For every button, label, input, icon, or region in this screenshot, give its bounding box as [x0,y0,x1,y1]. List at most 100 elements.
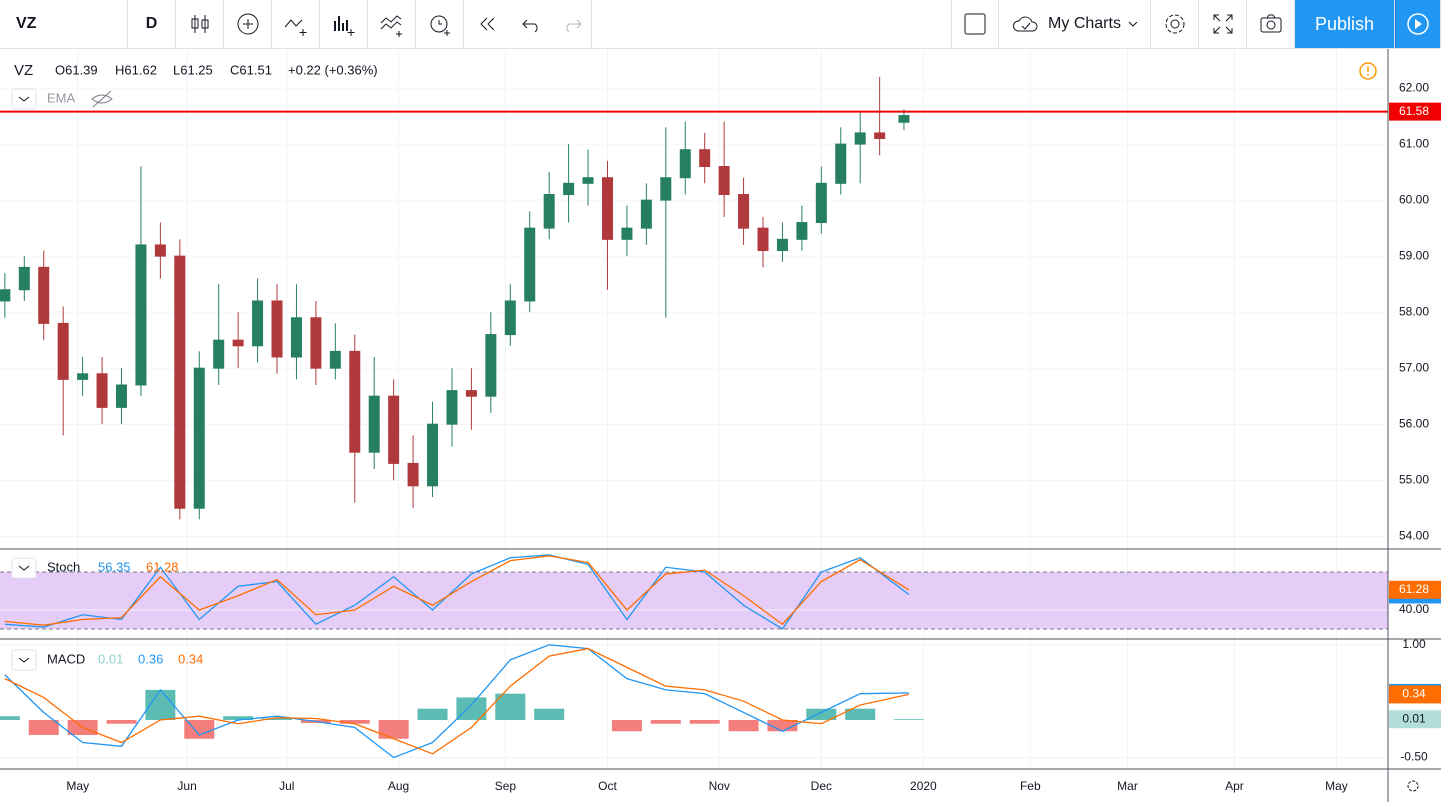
legend-low: L61.25 [173,62,213,77]
candle-body [465,390,477,397]
indicators-button[interactable] [272,0,320,48]
histogram-bar [262,718,293,720]
stream-button[interactable] [1395,0,1441,48]
x-tick-label: Nov [709,779,730,793]
candle-body [349,350,361,453]
candle-body [524,227,536,302]
x-tick-label: Mar [1117,779,1138,793]
histogram-bar [893,719,924,720]
candle-body [174,255,186,509]
candle-body [776,238,788,252]
candle-body [504,300,516,336]
y-tick-label: 57.00 [1399,360,1429,374]
stoch-band [0,572,1388,629]
candle-body [407,462,419,487]
collapse-icon [18,565,30,571]
candle-body [427,423,439,487]
indicator-value: 0.36 [138,651,163,666]
collapse-button[interactable] [11,557,37,579]
y-tick-label: 60.00 [1399,192,1429,206]
candle-body [485,334,497,397]
candle-body [232,339,244,347]
symbol-button[interactable]: VZ [0,0,128,48]
interval-button[interactable]: D [128,0,176,48]
candle-body [601,177,613,240]
histogram-bar [378,719,409,739]
y-tick-label: 54.00 [1399,528,1429,542]
y-tick-label: 55.00 [1399,472,1429,486]
snapshot-button[interactable] [1247,0,1295,48]
x-tick-label: Jun [177,779,196,793]
histogram-bar [689,719,720,724]
warning-icon[interactable] [1359,62,1377,80]
indicator-title: MACD [47,651,85,666]
axis-value-tag [1389,102,1441,121]
undo-button[interactable] [512,0,552,48]
collapse-button[interactable] [11,649,37,671]
histogram-bar [650,719,681,724]
candle-body [18,266,30,291]
indicator-value: 61.28 [146,559,179,574]
candle-body [582,177,594,184]
candle-body [213,339,225,369]
candle-body [388,395,400,464]
histogram-bar [28,719,59,736]
redo-button[interactable] [552,0,592,48]
axis-value-tag [1389,685,1441,704]
indicator-line [4,647,909,755]
candle-body [135,244,147,386]
axis-value-label: 0.01 [1402,711,1426,725]
compare-symbol-button[interactable] [368,0,416,48]
candle-body [898,115,910,123]
candle-body [0,289,11,302]
candle-body [738,194,750,229]
legend-symbol: VZ [14,62,33,79]
histogram-bar [0,716,20,720]
mark-layer [0,76,1388,759]
x-tick-label: Dec [811,779,832,793]
x-tick-label: May [1325,779,1348,793]
compare-button[interactable] [224,0,272,48]
histogram-bar [223,716,254,720]
hide-icon[interactable] [91,90,113,108]
x-tick-label: Oct [598,779,617,793]
x-tick-label: Apr [1225,779,1244,793]
histogram-bar [339,719,370,724]
publish-button[interactable]: Publish [1295,0,1395,48]
candle-body [815,182,827,224]
x-tick-label: Feb [1020,779,1041,793]
templates-button[interactable] [320,0,368,48]
histogram-bar [845,708,876,720]
fullscreen-button[interactable] [1199,0,1247,48]
candle-body [640,199,652,229]
histogram-bar [534,708,565,720]
replay-button[interactable] [464,0,512,48]
ema-label: EMA [47,90,76,105]
candle-body [621,227,633,240]
axis-value-label: 0.34 [1402,687,1426,701]
legend-open: O61.39 [55,62,98,77]
collapse-icon [18,96,30,102]
y-tick-label: 1.00 [1402,637,1426,651]
indicator-value: 56.35 [98,559,131,574]
settings-button[interactable] [1151,0,1199,48]
candle-body [679,149,691,179]
y-tick-label: 61.00 [1399,136,1429,150]
my-charts-button[interactable]: My Charts [999,0,1151,48]
collapse-button[interactable] [11,88,37,110]
y-tick-label: 40.00 [1399,602,1429,616]
alert-button[interactable] [416,0,464,48]
candle-body [835,143,847,184]
candle-body [252,300,264,347]
histogram-bar [495,693,526,720]
layout-button[interactable] [951,0,999,48]
indicator-title: Stoch [47,559,80,574]
candle-body [368,395,380,453]
grid-layer: May Jun Jul Aug Sep Oct Nov Dec 2020 Feb Mar Apr May… [0,50,1429,793]
bar-style-button[interactable] [176,0,224,48]
x-tick-label: 2020 [910,779,937,793]
axis-settings-icon[interactable] [1407,780,1419,792]
candle-body [446,390,458,425]
